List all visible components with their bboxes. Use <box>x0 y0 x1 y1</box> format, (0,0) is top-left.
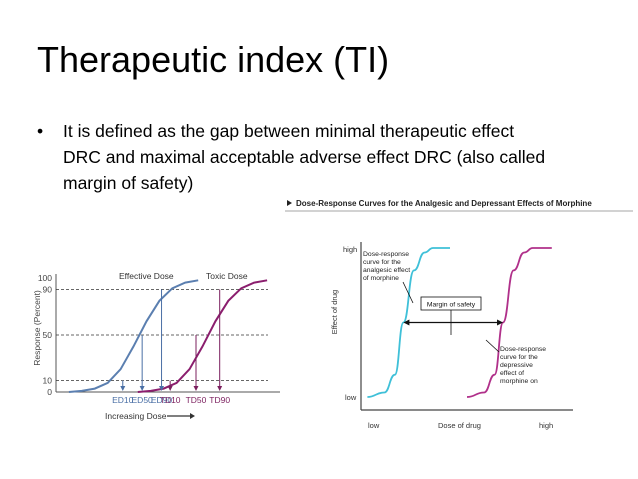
y-tick-90: 90 <box>43 284 53 294</box>
x-axis-label: Dose of drug <box>438 421 481 430</box>
marker-arrowhead-ed50 <box>139 386 145 391</box>
analgesic-curve <box>367 247 450 398</box>
bullet-line-1: It is defined as the gap between minimal… <box>63 121 515 141</box>
analgesic-annotation-line: of morphine <box>363 275 399 282</box>
figure-header-arrow-icon <box>287 200 292 206</box>
legend-toxic-dose: Toxic Dose <box>206 271 248 281</box>
bullet-line-2: DRC and maximal acceptable adverse effec… <box>63 147 546 167</box>
x-tick-low: low <box>368 421 380 430</box>
depressant-annotation-leader <box>485 339 500 353</box>
analgesic-annotation-line: curve for the <box>363 259 401 266</box>
effective-dose-curve <box>68 279 199 393</box>
y-tick-low: low <box>345 393 357 402</box>
depressant-annotation-line: Dose-response <box>500 346 546 353</box>
increasing-dose-arrowhead <box>190 413 195 419</box>
y-axis-label: Response (Percent) <box>32 290 42 366</box>
marker-label-ed50: ED50 <box>132 395 154 405</box>
marker-label-ed10: ED10 <box>112 395 134 405</box>
bullet-dot: • <box>37 121 44 141</box>
legend-effective-dose: Effective Dose <box>119 271 174 281</box>
analgesic-annotation-line: analgesic effect <box>363 267 410 274</box>
y-tick-50: 50 <box>43 330 53 340</box>
analgesic-annotation-line: Dose-response <box>363 251 409 258</box>
marker-arrowhead-td50 <box>193 386 199 391</box>
depressant-annotation-line: curve for the <box>500 354 538 361</box>
marker-arrowhead-ed90 <box>159 386 165 391</box>
y-tick-high: high <box>343 245 357 254</box>
analgesic-annotation: Dose-response curve for the analgesic ef… <box>363 251 410 282</box>
x-tick-high: high <box>539 421 553 430</box>
depressant-annotation-line: depressive <box>500 362 533 369</box>
marker-arrowhead-ed10 <box>120 386 126 391</box>
x-axis-label: Increasing Dose <box>105 411 167 421</box>
depressant-annotation: Dose-response curve for the depressive e… <box>500 346 546 385</box>
marker-label-td50: TD50 <box>186 395 207 405</box>
slide-title: Therapeutic index (TI) <box>37 39 390 80</box>
depressant-annotation-line: effect of <box>500 370 524 377</box>
marker-arrowhead-td90 <box>217 386 223 391</box>
y-tick-100: 100 <box>38 273 52 283</box>
y-tick-10: 10 <box>43 376 53 386</box>
y-tick-0: 0 <box>47 387 52 397</box>
margin-arrowhead-left <box>403 319 410 326</box>
marker-label-td10: TD10 <box>160 395 181 405</box>
effective-toxic-dose-chart: Response (Percent) 0 10 50 90 100 ED10ED… <box>32 271 280 421</box>
bullet-line-3: margin of safety) <box>63 173 194 193</box>
marker-arrowhead-td10 <box>167 386 173 391</box>
toxic-dose-curve <box>137 279 268 393</box>
marker-label-ed90: ED90 <box>151 395 173 405</box>
depressant-annotation-line: morphine on <box>500 378 538 385</box>
marker-label-td90: TD90 <box>209 395 230 405</box>
margin-of-safety-label: Margin of safety <box>427 302 476 309</box>
margin-arrowhead-right <box>497 319 504 326</box>
analgesic-annotation-leader <box>402 281 414 304</box>
bullet-text: It is defined as the gap between minimal… <box>63 118 603 196</box>
morphine-dose-response-figure: Dose-Response Curves for the Analgesic a… <box>283 190 635 448</box>
figure-title: Dose-Response Curves for the Analgesic a… <box>296 199 592 208</box>
depressant-curve <box>466 247 552 398</box>
y-axis-label: Effect of drug <box>330 290 339 334</box>
